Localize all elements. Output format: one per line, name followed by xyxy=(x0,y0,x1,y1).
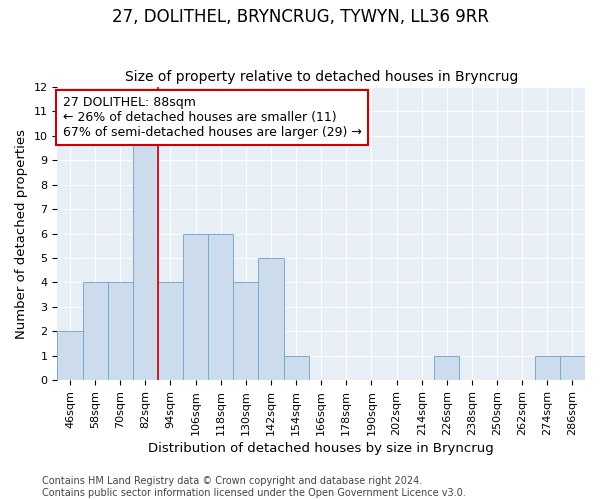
Y-axis label: Number of detached properties: Number of detached properties xyxy=(15,128,28,338)
Bar xyxy=(158,282,183,380)
Bar xyxy=(535,356,560,380)
Bar xyxy=(259,258,284,380)
Bar xyxy=(107,282,133,380)
X-axis label: Distribution of detached houses by size in Bryncrug: Distribution of detached houses by size … xyxy=(148,442,494,455)
Bar xyxy=(233,282,259,380)
Text: Contains HM Land Registry data © Crown copyright and database right 2024.
Contai: Contains HM Land Registry data © Crown c… xyxy=(42,476,466,498)
Bar xyxy=(208,234,233,380)
Bar xyxy=(58,332,83,380)
Title: Size of property relative to detached houses in Bryncrug: Size of property relative to detached ho… xyxy=(125,70,518,85)
Bar xyxy=(133,136,158,380)
Text: 27 DOLITHEL: 88sqm
← 26% of detached houses are smaller (11)
67% of semi-detache: 27 DOLITHEL: 88sqm ← 26% of detached hou… xyxy=(62,96,362,139)
Bar xyxy=(183,234,208,380)
Bar xyxy=(83,282,107,380)
Bar xyxy=(284,356,308,380)
Bar xyxy=(560,356,585,380)
Text: 27, DOLITHEL, BRYNCRUG, TYWYN, LL36 9RR: 27, DOLITHEL, BRYNCRUG, TYWYN, LL36 9RR xyxy=(112,8,488,26)
Bar xyxy=(434,356,460,380)
